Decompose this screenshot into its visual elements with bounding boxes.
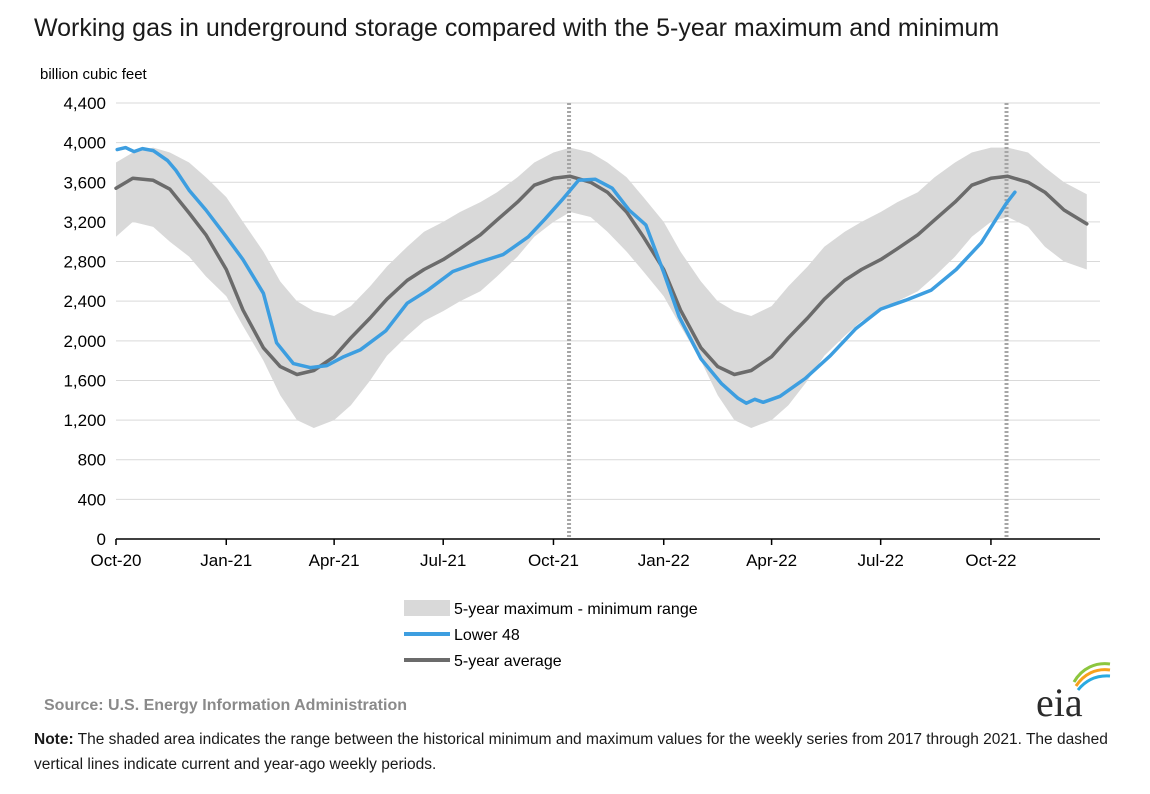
source-text: Source: U.S. Energy Information Administ…	[44, 697, 407, 714]
y-tick-label: 800	[78, 451, 106, 470]
note-text: Note: The shaded area indicates the rang…	[34, 727, 1134, 777]
legend-label: 5-year average	[454, 653, 562, 670]
x-tick-label: Jan-22	[638, 551, 690, 570]
y-tick-label: 2,000	[63, 332, 106, 351]
logo-wordmark: eia	[1036, 680, 1083, 724]
range-layer	[116, 147, 1087, 428]
line-layer	[114, 145, 1089, 405]
y-tick-label: 1,600	[63, 371, 106, 390]
y-tick-label: 1,200	[63, 411, 106, 430]
x-tick-label: Oct-20	[90, 551, 141, 570]
legend: 5-year maximum - minimum range Lower 48 5-…	[404, 600, 698, 670]
y-tick-label: 3,600	[63, 173, 106, 192]
logo-swoosh-green	[1072, 662, 1111, 683]
x-tick-label: Jan-21	[200, 551, 252, 570]
x-tick-label: Oct-21	[528, 551, 579, 570]
note-body: The shaded area indicates the range betw…	[34, 731, 1108, 773]
lower48-line	[115, 145, 1017, 405]
note-label: Note:	[34, 731, 74, 748]
x-tick-label: Apr-22	[746, 551, 797, 570]
y-tick-label: 3,200	[63, 213, 106, 232]
x-tick-label: Apr-21	[309, 551, 360, 570]
x-tick-label: Jul-22	[858, 551, 904, 570]
range-band	[116, 147, 1087, 428]
logo-swoosh-blue	[1076, 674, 1111, 691]
axis-layer: 0 400 800 1,200 1,600 2,000 2,400 2,800 3,200 3,6…	[40, 66, 1100, 570]
y-tick-label: 0	[97, 530, 106, 549]
logo-swoosh-orange	[1074, 668, 1111, 687]
grid-layer	[116, 102, 1100, 500]
y-tick-label: 2,800	[63, 253, 106, 272]
y-tick-label: 400	[78, 490, 106, 509]
legend-label: 5-year maximum - minimum range	[454, 601, 698, 618]
x-tick-label: Oct-22	[965, 551, 1016, 570]
eia-logo: eia	[1036, 662, 1111, 724]
y-tick-label: 4,400	[63, 94, 106, 113]
legend-swatch-range	[404, 600, 450, 616]
y-tick-label: 4,000	[63, 134, 106, 153]
legend-label: Lower 48	[454, 627, 520, 644]
y-axis-label: billion cubic feet	[40, 66, 148, 83]
x-tick-label: Jul-21	[420, 551, 466, 570]
chart-title: Working gas in underground storage compa…	[34, 14, 1000, 42]
five-year-average-line	[114, 174, 1089, 377]
y-tick-label: 2,400	[63, 292, 106, 311]
